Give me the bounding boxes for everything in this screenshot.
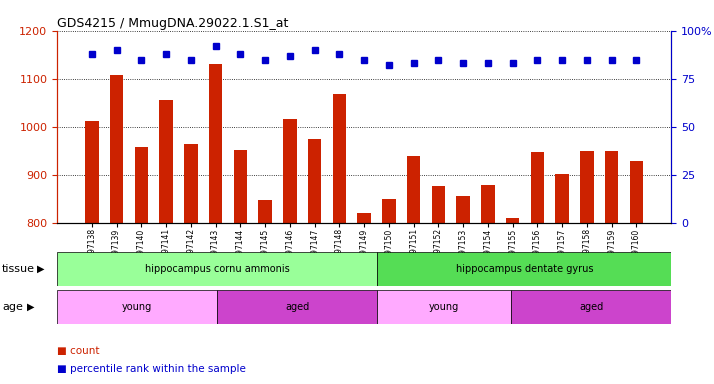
Text: ■ count: ■ count [57,346,100,356]
Bar [57,252,378,286]
Text: ▶: ▶ [37,264,45,274]
Bar [431,186,446,223]
Bar [630,161,643,223]
Bar [506,218,520,223]
Text: ■ percentile rank within the sample: ■ percentile rank within the sample [57,364,246,374]
Bar [184,144,198,223]
Text: young: young [429,302,459,312]
Bar [258,200,272,223]
Bar [333,94,346,223]
Bar [605,151,618,223]
Bar [159,100,173,223]
Bar [308,139,321,223]
Bar [481,185,495,223]
Bar [407,156,421,223]
Text: age: age [2,302,23,312]
Text: aged: aged [286,302,310,312]
Bar [110,75,124,223]
Text: tissue: tissue [2,264,35,274]
Bar [233,150,247,223]
Bar [283,119,297,223]
Bar [456,196,470,223]
Bar [580,151,594,223]
Text: hippocampus dentate gyrus: hippocampus dentate gyrus [456,264,593,274]
Text: young: young [122,302,152,312]
Bar [134,147,149,223]
Text: hippocampus cornu ammonis: hippocampus cornu ammonis [145,264,290,274]
Bar [357,213,371,223]
Bar [378,252,671,286]
Bar [57,290,217,324]
Text: GDS4215 / MmugDNA.29022.1.S1_at: GDS4215 / MmugDNA.29022.1.S1_at [57,17,288,30]
Text: ▶: ▶ [27,302,35,312]
Text: aged: aged [579,302,603,312]
Bar [378,290,511,324]
Bar [208,65,223,223]
Bar [217,290,378,324]
Bar [531,152,544,223]
Bar [511,290,671,324]
Bar [85,121,99,223]
Bar [555,174,569,223]
Bar [382,199,396,223]
